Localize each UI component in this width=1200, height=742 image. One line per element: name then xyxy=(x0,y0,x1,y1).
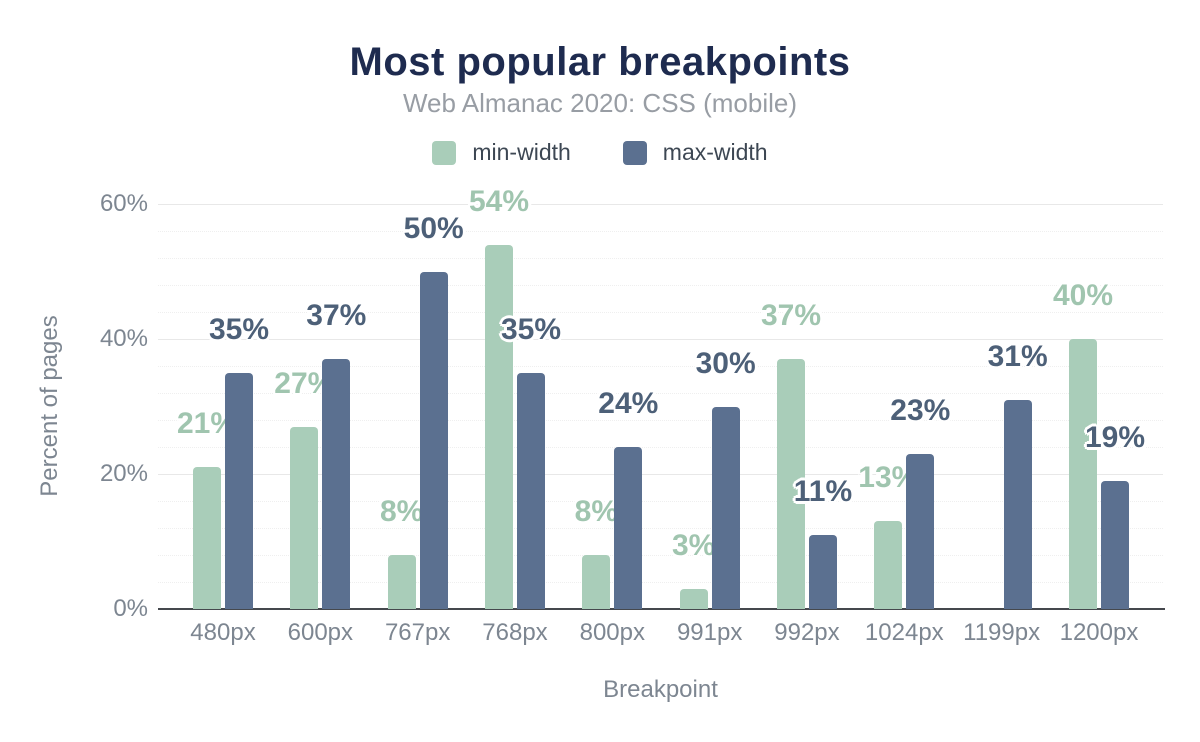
value-label-max-width-768px: 35% xyxy=(500,312,562,346)
x-tick-label-1024px: 1024px xyxy=(864,619,944,646)
value-label-max-width-1199px: 31% xyxy=(987,339,1048,373)
x-tick-label-767px: 767px xyxy=(384,619,451,646)
x-tick-label-600px: 600px xyxy=(287,619,354,646)
major-gridline xyxy=(158,204,1163,205)
value-label-min-width-800px: 8% xyxy=(574,495,618,528)
minor-gridline xyxy=(158,555,1163,556)
minor-gridline xyxy=(158,528,1163,529)
bar-max-width-1199px[interactable] xyxy=(1003,399,1032,609)
minor-gridline xyxy=(158,447,1163,448)
bar-min-width-480px[interactable] xyxy=(193,467,221,609)
minor-gridline xyxy=(158,420,1163,421)
minor-gridline xyxy=(158,285,1163,286)
bar-min-width-1200px[interactable] xyxy=(1068,339,1097,609)
legend-label-min-width: min-width xyxy=(472,139,571,165)
value-label-min-width-768px: 54% xyxy=(468,184,530,218)
value-label-min-width-1200px: 40% xyxy=(1052,279,1113,312)
bar-min-width-991px[interactable] xyxy=(679,588,708,609)
chart-subtitle: Web Almanac 2020: CSS (mobile) xyxy=(402,88,798,118)
bar-max-width-1024px[interactable] xyxy=(906,453,935,609)
minor-gridline xyxy=(158,582,1163,583)
bar-min-width-600px[interactable] xyxy=(290,426,319,609)
bar-min-width-767px[interactable] xyxy=(387,555,416,609)
minor-gridline xyxy=(158,501,1163,502)
value-label-max-width-767px: 50% xyxy=(403,211,464,245)
value-label-min-width-767px: 8% xyxy=(379,495,424,528)
x-tick-label-1200px: 1200px xyxy=(1059,619,1139,646)
x-tick-label-800px: 800px xyxy=(579,619,645,646)
bar-max-width-991px[interactable] xyxy=(711,406,740,609)
x-axis-title: Breakpoint xyxy=(603,676,718,703)
minor-gridline xyxy=(158,366,1163,367)
legend-label-max-width: max-width xyxy=(662,139,768,165)
minor-gridline xyxy=(158,258,1163,259)
x-tick-label-991px: 991px xyxy=(676,619,743,646)
value-label-max-width-991px: 30% xyxy=(695,346,756,380)
chart-title: Most popular breakpoints xyxy=(349,40,851,84)
bar-min-width-992px[interactable] xyxy=(776,359,805,609)
value-label-max-width-800px: 24% xyxy=(598,387,659,420)
x-tick-label-480px: 480px xyxy=(190,619,256,646)
y-tick-label: 20% xyxy=(99,460,148,487)
min-width-swatch-icon xyxy=(432,140,457,165)
legend: min-width max-width xyxy=(0,139,1200,166)
legend-item-min-width: min-width xyxy=(432,139,571,166)
bar-min-width-768px[interactable] xyxy=(484,244,513,609)
bar-max-width-600px[interactable] xyxy=(322,359,351,609)
legend-item-max-width: max-width xyxy=(622,139,768,166)
bar-max-width-800px[interactable] xyxy=(614,447,643,609)
bar-max-width-480px[interactable] xyxy=(225,372,253,609)
bar-max-width-767px[interactable] xyxy=(419,271,448,609)
bar-min-width-800px[interactable] xyxy=(582,555,611,609)
value-label-max-width-600px: 37% xyxy=(306,299,367,333)
bar-min-width-1024px[interactable] xyxy=(874,521,903,609)
value-label-max-width-1024px: 23% xyxy=(890,393,951,427)
x-tick-label-1199px: 1199px xyxy=(963,619,1041,646)
bar-max-width-768px[interactable] xyxy=(516,372,545,609)
major-gridline xyxy=(158,474,1163,475)
minor-gridline xyxy=(158,312,1163,313)
x-axis-line xyxy=(158,608,1165,610)
value-label-min-width-991px: 3% xyxy=(671,528,716,562)
y-tick-label: 40% xyxy=(99,325,148,352)
y-tick-label: 60% xyxy=(99,190,148,217)
y-tick-label: 0% xyxy=(113,595,148,622)
x-tick-label-992px: 992px xyxy=(774,619,840,646)
minor-gridline xyxy=(158,231,1163,232)
minor-gridline xyxy=(158,393,1163,394)
x-tick-label-768px: 768px xyxy=(482,619,548,646)
value-label-max-width-480px: 35% xyxy=(208,312,270,346)
max-width-swatch-icon xyxy=(622,140,647,165)
value-label-min-width-992px: 37% xyxy=(760,299,821,333)
value-label-max-width-1200px: 19% xyxy=(1084,420,1145,454)
value-label-max-width-992px: 11% xyxy=(793,474,853,508)
bar-max-width-992px[interactable] xyxy=(808,534,837,609)
bar-max-width-1200px[interactable] xyxy=(1100,480,1129,609)
major-gridline xyxy=(158,339,1163,340)
